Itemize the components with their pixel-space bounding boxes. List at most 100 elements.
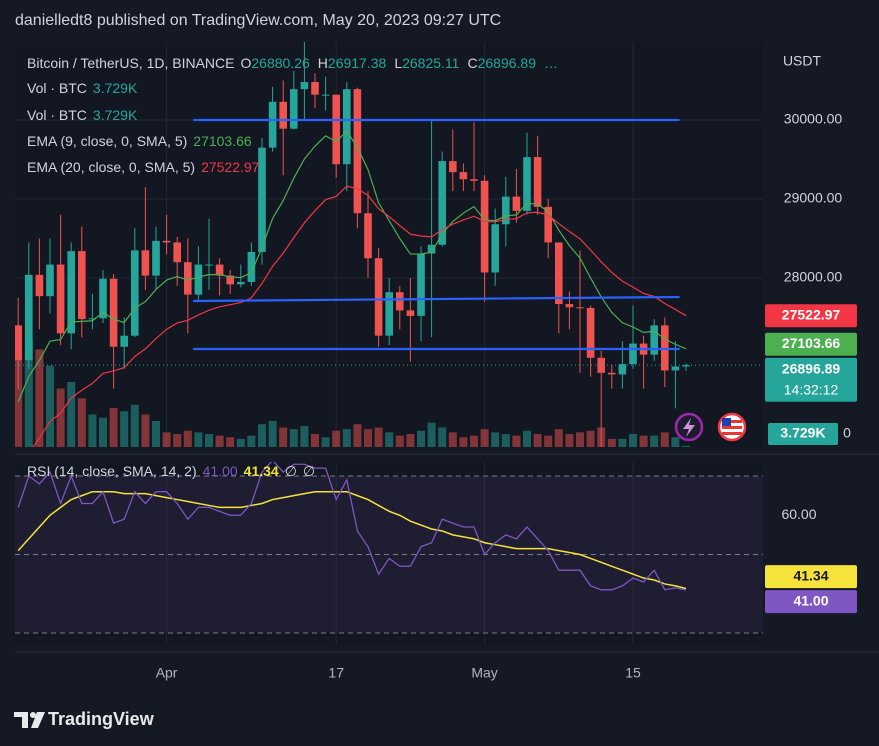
candle-body bbox=[427, 244, 436, 254]
ema-value: 27103.66 bbox=[193, 133, 252, 149]
candle-body bbox=[502, 196, 510, 225]
ema-legend: EMA (9, close, 0, SMA, 5) 27103.66 bbox=[27, 133, 258, 149]
volume-bar bbox=[311, 434, 319, 447]
volume-bar bbox=[480, 429, 489, 447]
volume-bar bbox=[576, 432, 584, 447]
vol-name: Vol · BTC bbox=[27, 80, 87, 96]
volume-bar bbox=[565, 434, 574, 447]
symbol-legend: Bitcoin / TetherUS, 1D, BINANCE O26880.26… bbox=[27, 55, 570, 71]
volume-bar bbox=[470, 435, 478, 447]
ohlc-key: H bbox=[317, 55, 328, 71]
volume-bar bbox=[629, 434, 637, 447]
volume-bar bbox=[533, 434, 542, 447]
y-tick-label: 29000.00 bbox=[784, 190, 843, 206]
candle-body bbox=[417, 253, 425, 316]
candle-body bbox=[268, 101, 277, 148]
candle-body bbox=[141, 250, 150, 276]
candle-body bbox=[78, 251, 86, 320]
volume-bar bbox=[205, 434, 213, 447]
rsi-na: ∅ bbox=[302, 463, 316, 479]
candle-body bbox=[258, 147, 266, 252]
candle-body bbox=[184, 262, 192, 295]
volume-bar bbox=[46, 365, 54, 447]
candle-body bbox=[226, 275, 234, 285]
x-tick-label: Apr bbox=[156, 665, 178, 681]
ema-name: EMA (20, close, 0, SMA, 5) bbox=[27, 159, 196, 175]
volume-bar bbox=[141, 414, 150, 447]
rsi-tick-label: 60.00 bbox=[781, 506, 816, 522]
volume-badge-label: 3.729K bbox=[780, 425, 825, 441]
candle-body bbox=[25, 274, 33, 361]
x-tick-label: 15 bbox=[625, 665, 641, 681]
volume-bar bbox=[395, 435, 404, 447]
volume-bar bbox=[650, 435, 659, 447]
flag-icon[interactable] bbox=[717, 412, 747, 442]
rsi-sma-badge-label: 41.34 bbox=[793, 567, 828, 583]
rsi-sma-badge bbox=[765, 565, 857, 589]
volume-bar bbox=[342, 429, 351, 447]
volume-bar bbox=[501, 434, 510, 447]
ohlc-value: 26896.89 bbox=[477, 55, 536, 71]
symbol-title: Bitcoin / TetherUS, 1D, BINANCE bbox=[27, 55, 235, 71]
candle-body bbox=[332, 94, 340, 165]
volume-bar bbox=[236, 438, 245, 447]
volume-bar bbox=[279, 427, 288, 447]
rsi-badge-label: 41.00 bbox=[793, 592, 828, 608]
volume-bar bbox=[406, 434, 415, 447]
volume-bar bbox=[512, 435, 521, 447]
volume-bar bbox=[226, 437, 235, 447]
candle-body bbox=[300, 82, 309, 90]
candle-body bbox=[576, 307, 584, 309]
candle-body bbox=[173, 242, 181, 263]
candle-body bbox=[406, 310, 415, 316]
candle-body bbox=[88, 318, 97, 320]
ohlc-value: 26880.26 bbox=[251, 55, 310, 71]
volume-bar bbox=[120, 411, 129, 447]
rsi-value: 41.00 bbox=[202, 463, 238, 479]
candle-body bbox=[205, 264, 213, 266]
candle-body bbox=[555, 242, 563, 305]
volume-bar bbox=[554, 429, 563, 447]
candle-body bbox=[353, 89, 362, 214]
volume-bar bbox=[374, 427, 383, 447]
vol-legend: Vol · BTC 3.729K bbox=[27, 107, 143, 123]
volume-bar bbox=[15, 359, 23, 447]
volume-bar bbox=[35, 349, 44, 447]
price-pane bbox=[15, 42, 763, 447]
y-tick-label: 28000.00 bbox=[784, 269, 843, 285]
volume-bar bbox=[99, 417, 107, 447]
candle-body bbox=[523, 157, 531, 211]
volume-badge bbox=[768, 423, 838, 445]
volume-bar bbox=[682, 445, 690, 447]
volume-bar bbox=[258, 424, 266, 447]
candle-body bbox=[311, 82, 319, 95]
ohlc: O26880.26 H26917.38 L26825.11 C26896.89… bbox=[240, 55, 564, 71]
volume-bar bbox=[417, 430, 425, 447]
candle-body bbox=[565, 304, 574, 308]
volume-bar bbox=[491, 432, 500, 447]
y-tick-label: 30000.00 bbox=[784, 111, 843, 127]
candle-body bbox=[385, 292, 393, 336]
bolt-icon[interactable] bbox=[674, 412, 704, 442]
volume-bar bbox=[88, 414, 97, 447]
volume-bar bbox=[24, 339, 33, 447]
volume-bar bbox=[438, 427, 447, 447]
candle-body bbox=[682, 365, 690, 367]
ohlc-value: 26825.11 bbox=[402, 55, 460, 71]
rsi-na: ∅ bbox=[284, 463, 297, 479]
candle-body bbox=[321, 94, 330, 96]
candle-body bbox=[491, 224, 499, 273]
rsi-name: RSI (14, close, SMA, 14, 2) bbox=[27, 463, 197, 479]
candle-body bbox=[650, 325, 658, 355]
rsi-badge bbox=[765, 590, 857, 614]
volume-bar bbox=[586, 430, 595, 447]
x-tick-label: 17 bbox=[328, 665, 344, 681]
ema-badge bbox=[765, 304, 857, 328]
candle-body bbox=[131, 250, 139, 336]
volume-bar bbox=[173, 434, 182, 447]
candle-body bbox=[247, 251, 256, 282]
volume-bar bbox=[67, 382, 76, 447]
candle-body bbox=[480, 180, 489, 273]
volume-bar bbox=[618, 438, 627, 447]
rsi-line bbox=[17, 462, 687, 591]
